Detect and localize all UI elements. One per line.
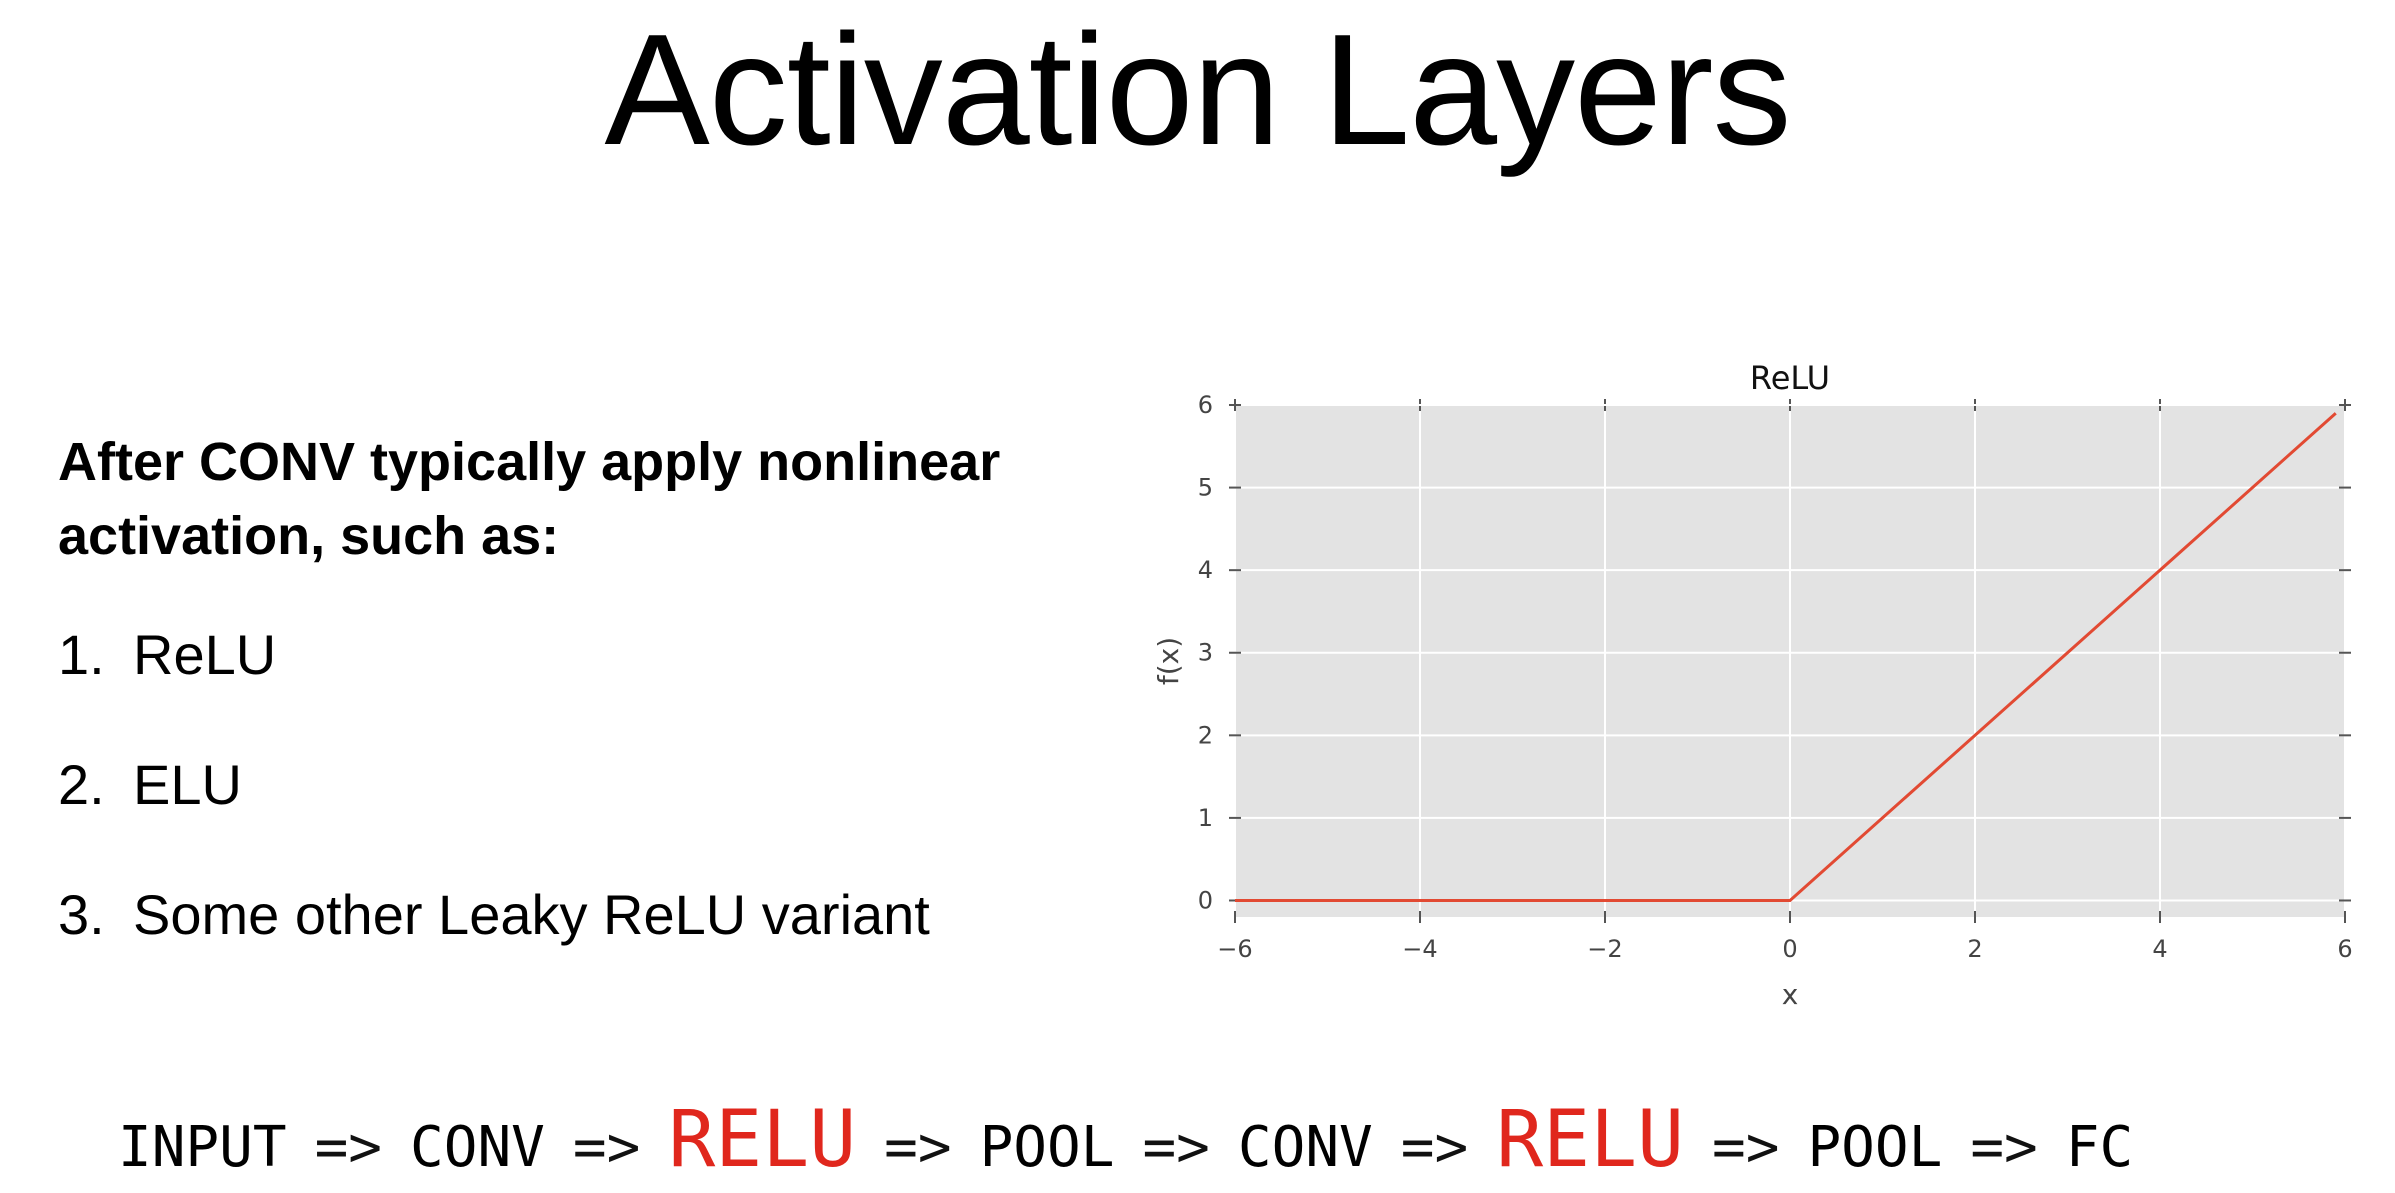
pipeline-layer-relu: RELU xyxy=(668,1095,857,1185)
list-item: 1. ReLU xyxy=(58,620,930,690)
pipeline-arrow: => xyxy=(1142,1115,1210,1180)
list-number: 3. xyxy=(58,883,105,946)
slide-title: Activation Layers xyxy=(604,2,1791,178)
x-tick-label: −4 xyxy=(1402,935,1437,963)
pipeline-layer-pool: POOL xyxy=(979,1115,1115,1180)
pipeline-layer-fc: FC xyxy=(2065,1115,2134,1180)
x-tick-label: 2 xyxy=(1967,935,1982,963)
x-axis-label: x xyxy=(1782,978,1799,1011)
x-tick-label: −2 xyxy=(1587,935,1622,963)
pipeline-arrow: => xyxy=(572,1115,641,1180)
y-tick-label: 0 xyxy=(1198,886,1213,914)
y-tick-label: 4 xyxy=(1198,556,1213,584)
y-tick-label: 1 xyxy=(1198,804,1213,832)
y-tick-label: 3 xyxy=(1198,639,1213,667)
y-tick-label: 2 xyxy=(1198,721,1213,749)
x-tick-label: 4 xyxy=(2152,935,2167,963)
list-text: ReLU xyxy=(133,623,277,686)
list-number: 2. xyxy=(58,753,105,816)
pipeline-layer-pool: POOL xyxy=(1807,1115,1943,1180)
pipeline-arrow: => xyxy=(1712,1115,1780,1180)
list-text: ELU xyxy=(133,753,242,816)
pipeline-layer-conv: CONV xyxy=(410,1115,545,1180)
list-text: Some other Leaky ReLU variant xyxy=(133,883,930,946)
pipeline-arrow: => xyxy=(1970,1115,2038,1180)
list-number: 1. xyxy=(58,623,105,686)
relu-series-line xyxy=(1235,412,2337,902)
intro-text: After CONV typically apply nonlinear act… xyxy=(58,432,1001,566)
x-tick-label: 0 xyxy=(1782,935,1797,963)
pipeline-arrow: => xyxy=(314,1115,383,1180)
pipeline-layer-relu: RELU xyxy=(1496,1095,1685,1185)
chart-title: ReLU xyxy=(1750,359,1830,397)
pipeline-arrow: => xyxy=(884,1115,952,1180)
y-tick-label: 6 xyxy=(1198,391,1213,419)
pipeline-arrow: => xyxy=(1400,1115,1469,1180)
x-tick-label: −6 xyxy=(1217,935,1252,963)
x-tick-label: 6 xyxy=(2337,935,2352,963)
y-tick-label: 5 xyxy=(1198,474,1213,502)
list-item: 2. ELU xyxy=(58,750,930,820)
relu-chart: −6 −4 −2 0 2 4 6 0 1 2 3 4 5 6 ReLU x f(x) xyxy=(1152,359,2353,1011)
pipeline-layer-conv: CONV xyxy=(1237,1115,1373,1180)
y-axis-label: f(x) xyxy=(1152,637,1185,685)
list-item: 3. Some other Leaky ReLU variant xyxy=(58,880,930,950)
activation-list: 1. ReLU 2. ELU 3. Some other Leaky ReLU … xyxy=(58,620,930,1010)
network-pipeline: INPUT => CONV => RELU => POOL => CONV => RELU => POO… xyxy=(118,1095,2161,1185)
pipeline-layer-input: INPUT xyxy=(118,1115,287,1180)
